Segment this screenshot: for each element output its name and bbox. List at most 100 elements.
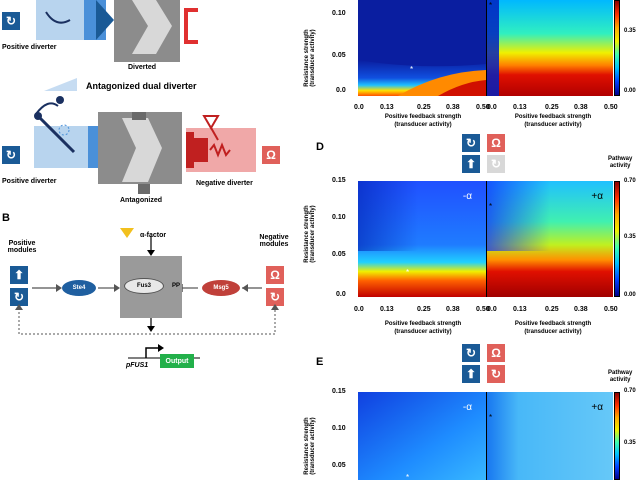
d-ytick: 0.0 — [336, 291, 346, 298]
panel-b-letter: B — [2, 212, 10, 224]
top-ytick: 0.05 — [332, 52, 346, 59]
d-xtick: 0.38 — [574, 306, 588, 313]
d-xtick: 0.0 — [487, 306, 497, 313]
ste4-label: Ste4 — [72, 285, 86, 291]
omega-icon: Ω — [491, 136, 501, 150]
top-heatmap-right: * — [487, 0, 613, 96]
panel-d-letter: D — [316, 141, 324, 153]
antagonized-channel-graphic — [98, 112, 182, 194]
e-plus-alpha: +α — [591, 402, 603, 413]
e-divider — [486, 392, 487, 480]
d-xlabel-right: Positive feedback strength (transducer a… — [514, 321, 592, 335]
d-module-refresh-grey: ↻ — [487, 155, 505, 173]
negative-diverter-label: Negative diverter — [196, 180, 253, 187]
svg-text:*: * — [406, 268, 409, 277]
top-ylabel: Resistance strength (transducer activity… — [304, 29, 316, 87]
e-cbar-title: Pathway activity — [608, 370, 633, 383]
d-xtick: 0.25 — [545, 306, 559, 313]
d-ytick: 0.10 — [332, 214, 346, 221]
top-xtick: 0.50 — [604, 104, 618, 111]
d-xlabel-left: Positive feedback strength (transducer a… — [384, 321, 462, 335]
d-heatmap-left: * -α — [358, 181, 486, 297]
red-bracket-top — [184, 8, 198, 44]
diverted-label: Diverted — [128, 64, 157, 71]
top-cbar-tick: 0.35 — [624, 28, 636, 34]
up-arrow-icon: ⬆ — [465, 367, 477, 381]
d-xtick: 0.50 — [476, 306, 490, 313]
positive-module-up: ⬆ — [10, 266, 28, 284]
top-ytick: 0.10 — [332, 10, 346, 17]
e-ylabel: Resistance strength (transducer activity… — [304, 417, 316, 475]
top-xtick: 0.50 — [476, 104, 490, 111]
top-xlabel-left: Positive feedback strength (transducer a… — [384, 114, 462, 128]
top-xtick: 0.0 — [487, 104, 497, 111]
panel-e-letter: E — [316, 356, 324, 368]
pfus1-label: pFUS1 — [126, 362, 149, 369]
up-arrow-icon: ⬆ — [13, 268, 25, 282]
top-xlabel-right: Positive feedback strength (transducer a… — [514, 114, 592, 128]
d-minus-alpha: -α — [462, 191, 472, 202]
diverted-channel-graphic — [114, 0, 180, 62]
omega-icon: Ω — [491, 346, 501, 360]
fus3-node: Fus3 — [124, 278, 164, 294]
msg5-label: Msg5 — [213, 285, 229, 291]
d-ytick: 0.15 — [332, 177, 346, 184]
positive-module-refresh-b: ↻ — [10, 288, 28, 306]
up-arrow-icon: ⬆ — [465, 157, 477, 171]
pp-label: PP — [172, 283, 181, 289]
e-colorbar — [614, 392, 620, 480]
e-module-omega: Ω — [487, 344, 505, 362]
d-xtick: 0.38 — [446, 306, 460, 313]
top-xtick: 0.25 — [545, 104, 559, 111]
e-heatmap-right: * +α — [487, 392, 613, 480]
output-box: Output — [160, 354, 194, 368]
d-ylabel: Resistance strength (transducer activity… — [304, 205, 316, 263]
d-heatmap-right: * +α — [487, 181, 613, 297]
e-ytick: 0.10 — [332, 425, 346, 432]
top-xtick: 0.38 — [574, 104, 588, 111]
top-colorbar — [614, 0, 620, 96]
antagonized-dual-diverter-title: Antagonized dual diverter — [86, 81, 197, 91]
e-ytick: 0.15 — [332, 388, 346, 395]
omega-icon: Ω — [270, 268, 280, 282]
d-module-up: ⬆ — [462, 155, 480, 173]
positive-diverter-graphic — [36, 0, 114, 40]
negative-diverter-graphic — [186, 115, 256, 172]
positive-modules-label: Positive modules — [7, 240, 37, 254]
alpha-factor-label: α-factor — [140, 232, 167, 239]
refresh-icon: ↻ — [269, 290, 281, 304]
positive-diverter-label-2: Positive diverter — [2, 178, 57, 185]
top-ylabel-wrap: Resistance strength (transducer activity… — [302, 22, 316, 102]
svg-text:*: * — [489, 202, 492, 211]
svg-text:*: * — [489, 1, 492, 10]
ligand-arrow-graphic — [35, 96, 64, 115]
svg-text:*: * — [410, 65, 413, 74]
d-colorbar — [614, 181, 620, 297]
d-module-refresh-blue: ↻ — [462, 134, 480, 152]
d-cbar-tick: 0.00 — [624, 292, 636, 298]
omega-icon: Ω — [266, 148, 276, 162]
negative-module-omega-b: Ω — [266, 266, 284, 284]
output-label: Output — [165, 357, 189, 365]
e-minus-alpha: -α — [462, 402, 472, 413]
top-xtick: 0.13 — [380, 104, 394, 111]
msg5-node: Msg5 — [202, 280, 240, 296]
svg-text:*: * — [406, 473, 409, 480]
antagonized-label: Antagonized — [120, 197, 162, 204]
top-heatmap-left: * — [358, 0, 486, 96]
e-cbar-tick: 0.35 — [624, 440, 636, 446]
top-xtick: 0.0 — [354, 104, 364, 111]
e-ylabel-wrap: Resistance strength (transducer activity… — [302, 400, 316, 480]
top-cbar-tick: 0.00 — [624, 88, 636, 94]
d-ytick: 0.05 — [332, 251, 346, 258]
svg-text:*: * — [489, 413, 492, 422]
e-module-refresh-blue: ↻ — [462, 344, 480, 362]
refresh-icon: ↻ — [13, 290, 25, 304]
negative-modules-label: Negative modules — [259, 234, 289, 248]
d-xtick: 0.0 — [354, 306, 364, 313]
d-xtick: 0.13 — [513, 306, 527, 313]
top-xtick: 0.38 — [446, 104, 460, 111]
d-xtick: 0.13 — [380, 306, 394, 313]
d-ylabel-wrap: Resistance strength (transducer activity… — [302, 188, 316, 288]
top-xtick: 0.13 — [513, 104, 527, 111]
